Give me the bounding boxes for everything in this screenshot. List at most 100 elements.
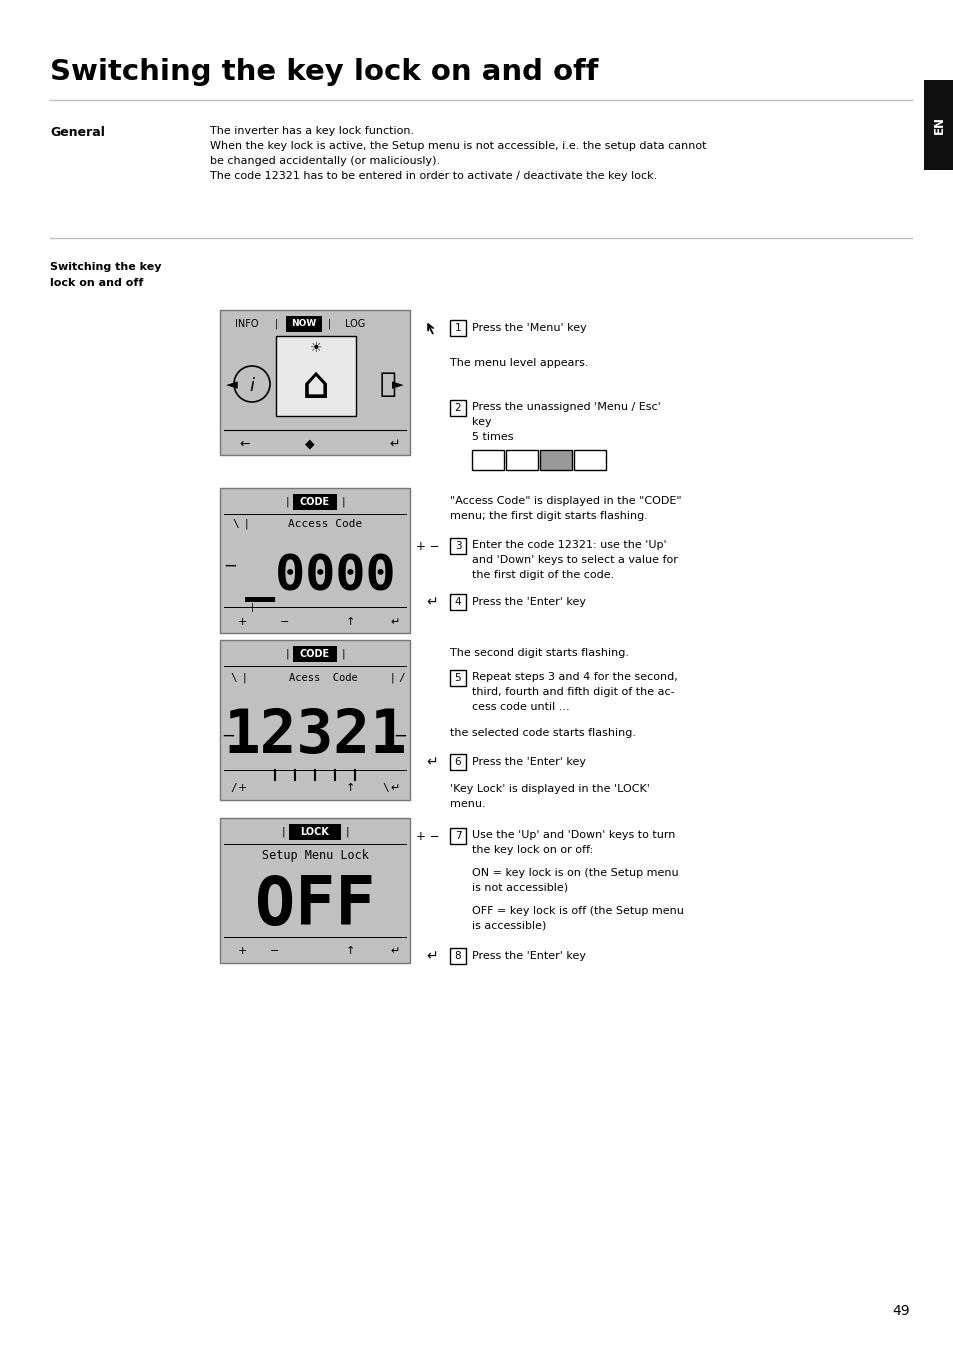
Text: is not accessible): is not accessible) <box>472 883 568 892</box>
Text: 4: 4 <box>455 597 461 608</box>
Text: 'Key Lock' is displayed in the 'LOCK': 'Key Lock' is displayed in the 'LOCK' <box>450 784 649 794</box>
Text: Press the unassigned 'Menu / Esc': Press the unassigned 'Menu / Esc' <box>472 402 660 412</box>
Bar <box>450 828 465 844</box>
Text: −: − <box>223 558 236 575</box>
Text: ↑: ↑ <box>345 946 355 956</box>
Text: ◆: ◆ <box>305 437 314 451</box>
Text: Setup Menu Lock: Setup Menu Lock <box>261 849 368 863</box>
Text: _0000: _0000 <box>244 554 395 602</box>
Bar <box>220 487 410 633</box>
Text: −: − <box>221 728 234 745</box>
Text: −: − <box>280 617 290 626</box>
Text: + −: + − <box>416 540 439 552</box>
Bar <box>450 320 465 336</box>
Bar <box>293 494 336 510</box>
Text: 12321: 12321 <box>223 706 406 765</box>
Text: |: | <box>281 826 285 837</box>
Text: ↵: ↵ <box>390 783 399 792</box>
Text: Switching the key: Switching the key <box>50 262 161 271</box>
Text: CODE: CODE <box>299 497 330 508</box>
Text: Repeat steps 3 and 4 for the second,: Repeat steps 3 and 4 for the second, <box>472 672 677 682</box>
Text: 📖: 📖 <box>379 370 395 398</box>
Bar <box>450 948 465 964</box>
Text: |: | <box>285 649 289 659</box>
Text: 5 times: 5 times <box>472 432 513 441</box>
Text: 7: 7 <box>455 832 461 841</box>
Bar <box>450 670 465 686</box>
Text: the first digit of the code.: the first digit of the code. <box>472 570 614 580</box>
Text: ↵: ↵ <box>390 617 399 626</box>
Text: cess code until ...: cess code until ... <box>472 702 569 711</box>
Text: ◄: ◄ <box>226 378 237 393</box>
Text: LOG: LOG <box>345 319 365 329</box>
Text: ←: ← <box>239 437 250 451</box>
Text: ►: ► <box>392 378 403 393</box>
Text: menu.: menu. <box>450 799 485 809</box>
Text: ↵: ↵ <box>390 437 400 451</box>
Text: Enter the code 12321: use the 'Up': Enter the code 12321: use the 'Up' <box>472 540 666 549</box>
Text: ↵: ↵ <box>390 946 399 956</box>
Bar <box>293 647 336 662</box>
Text: ↵: ↵ <box>426 949 437 963</box>
Text: key: key <box>472 417 491 427</box>
Text: OFF = key lock is off (the Setup menu: OFF = key lock is off (the Setup menu <box>472 906 683 917</box>
Text: 1: 1 <box>455 323 461 333</box>
Text: is accessible): is accessible) <box>472 921 546 931</box>
Text: ↵: ↵ <box>426 595 437 609</box>
Text: When the key lock is active, the Setup menu is not accessible, i.e. the setup da: When the key lock is active, the Setup m… <box>210 140 706 151</box>
Text: ON = key lock is on (the Setup menu: ON = key lock is on (the Setup menu <box>472 868 678 878</box>
Text: the key lock on or off:: the key lock on or off: <box>472 845 593 855</box>
Text: EN: EN <box>931 116 944 134</box>
Text: \: \ <box>382 783 389 792</box>
Text: |: | <box>244 518 248 529</box>
Text: menu; the first digit starts flashing.: menu; the first digit starts flashing. <box>450 512 647 521</box>
Text: ⌂: ⌂ <box>301 364 330 408</box>
Text: |: | <box>251 602 253 612</box>
Text: 2: 2 <box>455 404 461 413</box>
Bar <box>505 450 537 470</box>
Text: Press the 'Enter' key: Press the 'Enter' key <box>472 597 585 608</box>
Text: Press the 'Enter' key: Press the 'Enter' key <box>472 950 585 961</box>
Text: |: | <box>327 319 331 329</box>
Text: The code 12321 has to be entered in order to activate / deactivate the key lock.: The code 12321 has to be entered in orde… <box>210 171 657 181</box>
Text: third, fourth and fifth digit of the ac-: third, fourth and fifth digit of the ac- <box>472 687 674 697</box>
Text: lock on and off: lock on and off <box>50 278 143 288</box>
Text: 3: 3 <box>455 541 461 551</box>
Text: Press the 'Enter' key: Press the 'Enter' key <box>472 757 585 767</box>
Text: |: | <box>341 497 344 508</box>
Text: NOW: NOW <box>291 320 316 328</box>
Text: and 'Down' keys to select a value for: and 'Down' keys to select a value for <box>472 555 678 566</box>
Text: The inverter has a key lock function.: The inverter has a key lock function. <box>210 126 414 136</box>
Text: General: General <box>50 126 105 139</box>
Bar <box>539 450 572 470</box>
Text: /: / <box>231 783 237 792</box>
Bar <box>220 310 410 455</box>
Text: |: | <box>242 672 246 683</box>
Text: +: + <box>237 617 247 626</box>
Bar <box>923 80 953 170</box>
Text: The second digit starts flashing.: The second digit starts flashing. <box>450 648 628 657</box>
Text: "Access Code" is displayed in the "CODE": "Access Code" is displayed in the "CODE" <box>450 495 680 506</box>
Text: Press the 'Menu' key: Press the 'Menu' key <box>472 323 586 333</box>
Text: ↑: ↑ <box>345 617 355 626</box>
Text: ↵: ↵ <box>426 755 437 770</box>
Bar <box>220 640 410 801</box>
Text: /: / <box>398 674 405 683</box>
Bar <box>450 539 465 553</box>
Text: \: \ <box>233 518 239 529</box>
Text: the selected code starts flashing.: the selected code starts flashing. <box>450 728 636 738</box>
Bar <box>450 755 465 770</box>
Text: + −: + − <box>416 829 439 842</box>
Bar <box>574 450 605 470</box>
Bar <box>275 336 355 416</box>
Bar <box>472 450 503 470</box>
Text: CODE: CODE <box>299 649 330 659</box>
Text: Access Code: Access Code <box>288 518 362 529</box>
Text: −: − <box>393 728 407 745</box>
Text: −: − <box>270 946 279 956</box>
Text: |: | <box>285 497 289 508</box>
Text: i: i <box>250 377 254 396</box>
Text: |: | <box>341 649 344 659</box>
Text: The menu level appears.: The menu level appears. <box>450 358 588 369</box>
Bar <box>220 818 410 963</box>
